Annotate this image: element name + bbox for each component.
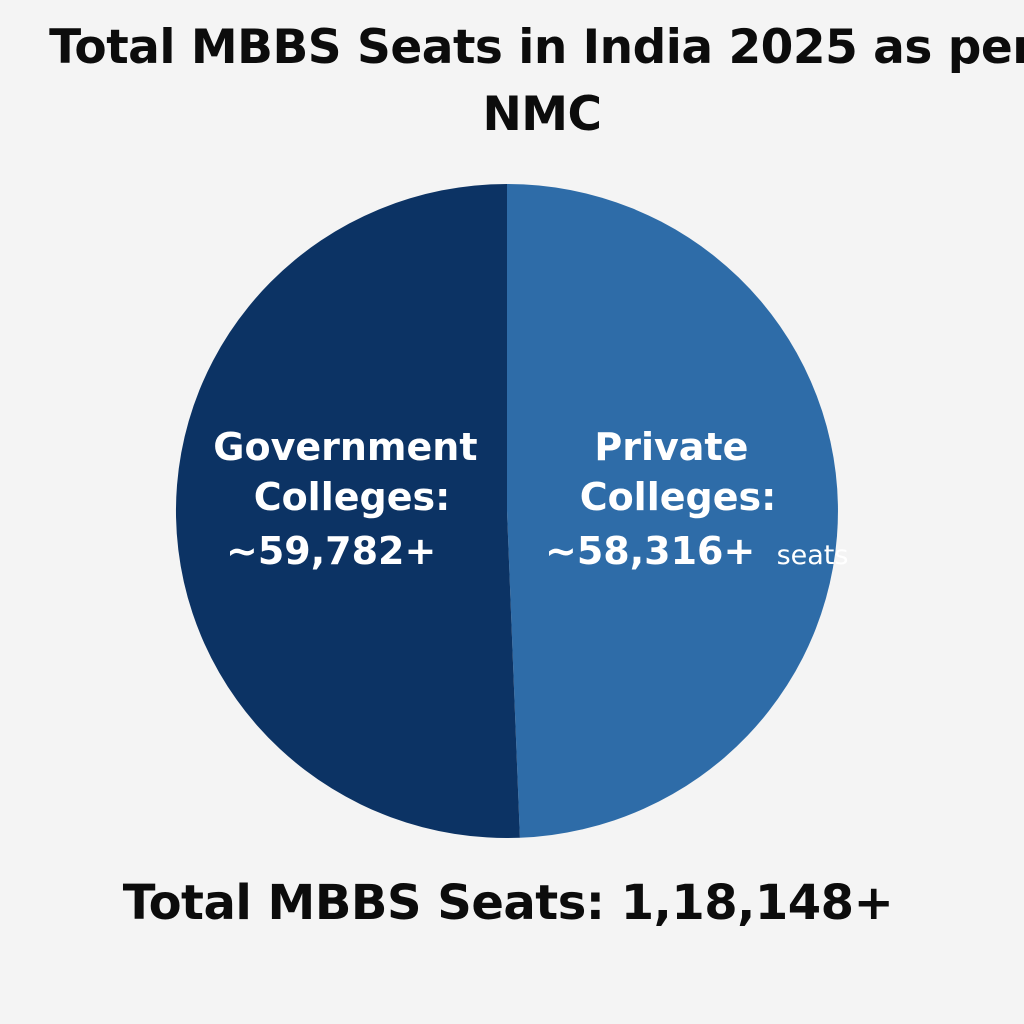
private-value-label: ~58,316+ seats [545, 529, 848, 573]
private-label-line1: Private [594, 425, 748, 469]
chart-title: Total MBBS Seats in India 2025 as per NM… [49, 20, 1024, 142]
pie-labels: Government Colleges: ~59,782+ Private Co… [213, 425, 848, 573]
pie-slices [175, 183, 838, 838]
government-slice [175, 183, 520, 838]
government-value-text: ~59,782+ [226, 529, 436, 573]
private-slice-label: Private Colleges: [580, 425, 777, 519]
private-slice [507, 184, 838, 838]
government-slice-label: Government Colleges: [213, 425, 490, 519]
private-value-text: ~58,316+ [545, 529, 755, 573]
government-label-line1: Government [213, 425, 477, 469]
total-seats-text: Total MBBS Seats: 1,18,148+ [122, 875, 894, 931]
government-label-line2: Colleges: [254, 475, 451, 519]
private-label-line2: Colleges: [580, 475, 777, 519]
private-value-unit: seats [777, 540, 849, 571]
government-value-label: ~59,782+ [226, 529, 436, 573]
